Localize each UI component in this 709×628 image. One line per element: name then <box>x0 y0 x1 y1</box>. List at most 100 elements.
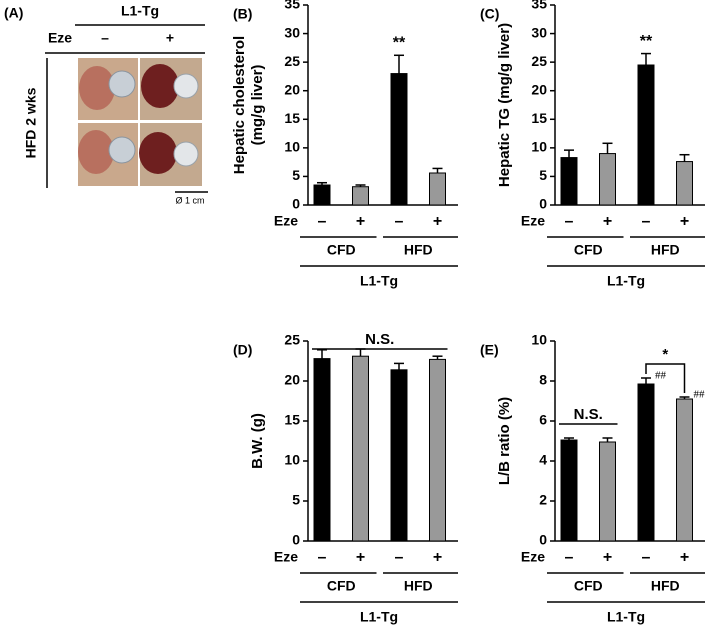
bar <box>429 358 446 542</box>
y-tick-label: 35 <box>284 0 300 12</box>
scale-label: Ø 1 cm <box>175 195 204 205</box>
annotation: ** <box>393 35 406 52</box>
y-tick-label: 8 <box>539 372 547 388</box>
x-tick-label: + <box>356 549 365 566</box>
x-tick-label: – <box>318 549 327 566</box>
y-tick-label: 5 <box>292 492 300 508</box>
panel-label: (C) <box>480 6 499 22</box>
x-tick-label: + <box>603 549 612 566</box>
y-tick-label: 15 <box>531 110 547 126</box>
y-tick-label: 6 <box>539 412 547 428</box>
y-tick-label: 30 <box>284 24 300 40</box>
group-label: HFD <box>404 242 433 258</box>
y-axis-label: (mg/g liver) <box>249 65 266 146</box>
annotation: N.S. <box>365 331 394 348</box>
y-tick-label: 10 <box>531 139 547 155</box>
group-label: HFD <box>651 242 680 258</box>
bar <box>560 157 578 206</box>
y-tick-label: 0 <box>539 532 547 548</box>
x-tick-label: – <box>642 549 651 566</box>
group-label: HFD <box>404 578 433 594</box>
x-tick-label: + <box>433 549 442 566</box>
bar <box>390 73 408 206</box>
eze-label: Eze <box>48 30 72 46</box>
eze-sign: + <box>166 30 174 46</box>
bar <box>352 355 369 542</box>
panel-a: (A) L1-Tg Eze – + HFD 2 wks Ø 1 cm <box>4 3 208 205</box>
x-tick-label: – <box>642 213 651 230</box>
y-tick-label: 15 <box>284 412 300 428</box>
bar <box>313 184 331 206</box>
y-tick-label: 0 <box>292 532 300 548</box>
annotation-bracket <box>645 363 686 393</box>
category-axis-label: Eze <box>274 213 298 229</box>
y-tick-label: 5 <box>292 167 300 183</box>
panel-label: (B) <box>233 6 252 22</box>
group-axis-label: L1-Tg <box>607 609 645 625</box>
x-tick-label: + <box>603 213 612 230</box>
category-axis-label: Eze <box>521 549 545 565</box>
y-tick-label: 20 <box>284 81 300 97</box>
annotation: N.S. <box>574 406 603 423</box>
category-axis-label: Eze <box>274 549 298 565</box>
y-tick-label: 2 <box>539 492 547 508</box>
bar <box>313 358 331 542</box>
annotation: * <box>662 346 668 363</box>
y-tick-label: 10 <box>531 332 547 348</box>
group-label: CFD <box>327 578 356 594</box>
x-tick-label: + <box>433 213 442 230</box>
y-tick-label: 4 <box>539 452 547 468</box>
y-tick-label: 5 <box>539 167 547 183</box>
y-tick-label: 25 <box>284 332 300 348</box>
group-label: CFD <box>574 578 603 594</box>
bar <box>560 439 578 542</box>
group-label: HFD <box>651 578 680 594</box>
y-tick-label: 0 <box>539 196 547 212</box>
bar <box>637 64 655 206</box>
annotation: ** <box>640 33 653 50</box>
x-tick-label: – <box>565 213 574 230</box>
y-axis-label: Hepatic cholesterol <box>231 36 248 174</box>
y-axis-label: Hepatic TG (mg/g liver) <box>496 23 513 187</box>
x-tick-label: + <box>680 213 689 230</box>
bar <box>390 369 408 542</box>
panel-label: (D) <box>233 342 252 358</box>
category-axis-label: Eze <box>521 213 545 229</box>
y-axis-label: B.W. (g) <box>249 413 266 469</box>
row-label: HFD 2 wks <box>23 87 39 158</box>
y-tick-label: 20 <box>531 81 547 97</box>
bar <box>676 161 693 206</box>
group-label: L1-Tg <box>121 3 159 19</box>
x-tick-label: – <box>318 213 327 230</box>
y-tick-label: 10 <box>284 452 300 468</box>
y-tick-label: 35 <box>531 0 547 12</box>
bar <box>599 153 616 206</box>
y-tick-label: 10 <box>284 139 300 155</box>
group-axis-label: L1-Tg <box>360 273 398 289</box>
x-tick-label: – <box>565 549 574 566</box>
y-tick-label: 30 <box>531 24 547 40</box>
eze-sign: – <box>101 30 109 46</box>
y-tick-label: 25 <box>531 53 547 69</box>
panel-label: (A) <box>4 5 23 21</box>
annotation: ## <box>694 389 706 401</box>
y-tick-label: 15 <box>284 110 300 126</box>
group-label: CFD <box>327 242 356 258</box>
y-tick-label: 20 <box>284 372 300 388</box>
bar <box>599 441 616 542</box>
group-axis-label: L1-Tg <box>607 273 645 289</box>
y-axis-label: L/B ratio (%) <box>496 397 513 485</box>
bar <box>637 383 655 542</box>
y-tick-label: 0 <box>292 196 300 212</box>
bar <box>676 398 693 542</box>
x-tick-label: + <box>356 213 365 230</box>
liver-photos <box>78 58 202 186</box>
panel-label: (E) <box>480 342 499 358</box>
bar <box>429 172 446 206</box>
group-axis-label: L1-Tg <box>360 609 398 625</box>
group-label: CFD <box>574 242 603 258</box>
y-tick-label: 25 <box>284 53 300 69</box>
annotation: ## <box>655 370 667 382</box>
bar <box>352 186 369 206</box>
